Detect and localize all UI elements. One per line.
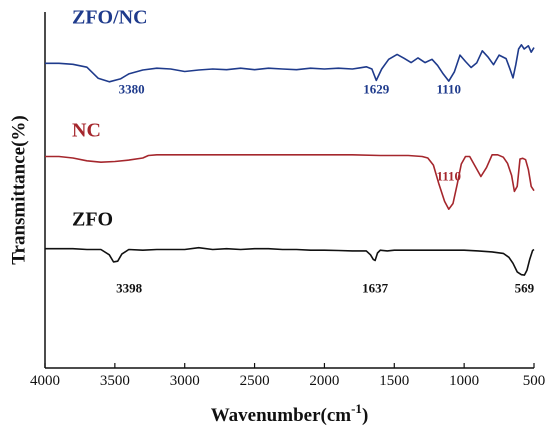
peak-label: 1629: [363, 81, 390, 96]
x-axis-title-tail: ): [362, 405, 368, 426]
peak-label: 3398: [116, 281, 143, 296]
peak-label: 1637: [362, 281, 389, 296]
series-layer: [45, 43, 535, 276]
series-line-zfo-nc: [45, 43, 535, 83]
series-name-label: NC: [72, 120, 101, 142]
y-axis-title: Transmittance(%): [8, 115, 29, 265]
series-line-nc: [45, 154, 535, 210]
x-axis-title-superscript: -1: [351, 401, 362, 416]
x-tick-label: 3000: [170, 373, 200, 389]
series-name-label: ZFO/NC: [72, 6, 148, 28]
x-tick-label: 4000: [30, 373, 60, 389]
series-name-label: ZFO: [72, 209, 113, 231]
series-line-zfo: [45, 246, 535, 276]
x-tick-label: 3500: [100, 373, 130, 389]
peak-label: 3380: [119, 81, 145, 96]
x-tick-label: 1000: [449, 373, 479, 389]
x-tick-label: 500: [523, 373, 546, 389]
peak-label: 1110: [436, 81, 461, 96]
x-tick-label: 1500: [379, 373, 409, 389]
x-tick-label: 2000: [309, 373, 339, 389]
label-layer: ZFO/NC 3380 1629 1110 NC 1110 ZFO 3398 1637 569: [72, 6, 535, 295]
x-axis-title: Wavenumber(cm-1): [211, 401, 369, 426]
x-axis-title-main: Wavenumber(cm: [211, 405, 352, 426]
x-axis-ticks: 4000 3500 3000 2500 2000 1500 1000 500: [30, 363, 545, 389]
peak-label: 569: [515, 281, 535, 296]
peak-label: 1110: [436, 169, 461, 184]
x-tick-label: 2500: [240, 373, 270, 389]
